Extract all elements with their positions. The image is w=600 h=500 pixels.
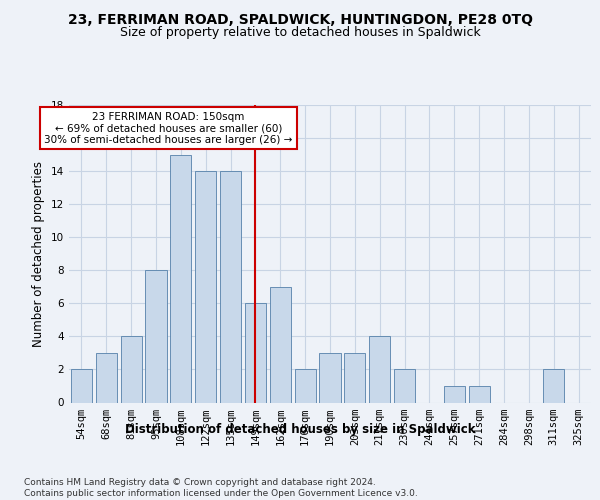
Bar [170,154,191,402]
Bar [220,171,241,402]
Bar [394,370,415,402]
Bar [121,336,142,402]
Text: 23, FERRIMAN ROAD, SPALDWICK, HUNTINGDON, PE28 0TQ: 23, FERRIMAN ROAD, SPALDWICK, HUNTINGDON… [67,12,533,26]
Bar [344,353,365,403]
Bar [96,353,117,403]
Bar [444,386,465,402]
Bar [469,386,490,402]
Bar [369,336,390,402]
Text: 23 FERRIMAN ROAD: 150sqm
← 69% of detached houses are smaller (60)
30% of semi-d: 23 FERRIMAN ROAD: 150sqm ← 69% of detach… [44,112,293,145]
Text: Distribution of detached houses by size in Spaldwick: Distribution of detached houses by size … [125,422,475,436]
Bar [319,353,341,403]
Bar [543,370,564,402]
Bar [295,370,316,402]
Bar [245,304,266,402]
Bar [270,287,291,403]
Y-axis label: Number of detached properties: Number of detached properties [32,161,46,347]
Text: Size of property relative to detached houses in Spaldwick: Size of property relative to detached ho… [119,26,481,39]
Bar [195,171,216,402]
Text: Contains HM Land Registry data © Crown copyright and database right 2024.
Contai: Contains HM Land Registry data © Crown c… [24,478,418,498]
Bar [145,270,167,402]
Bar [71,370,92,402]
